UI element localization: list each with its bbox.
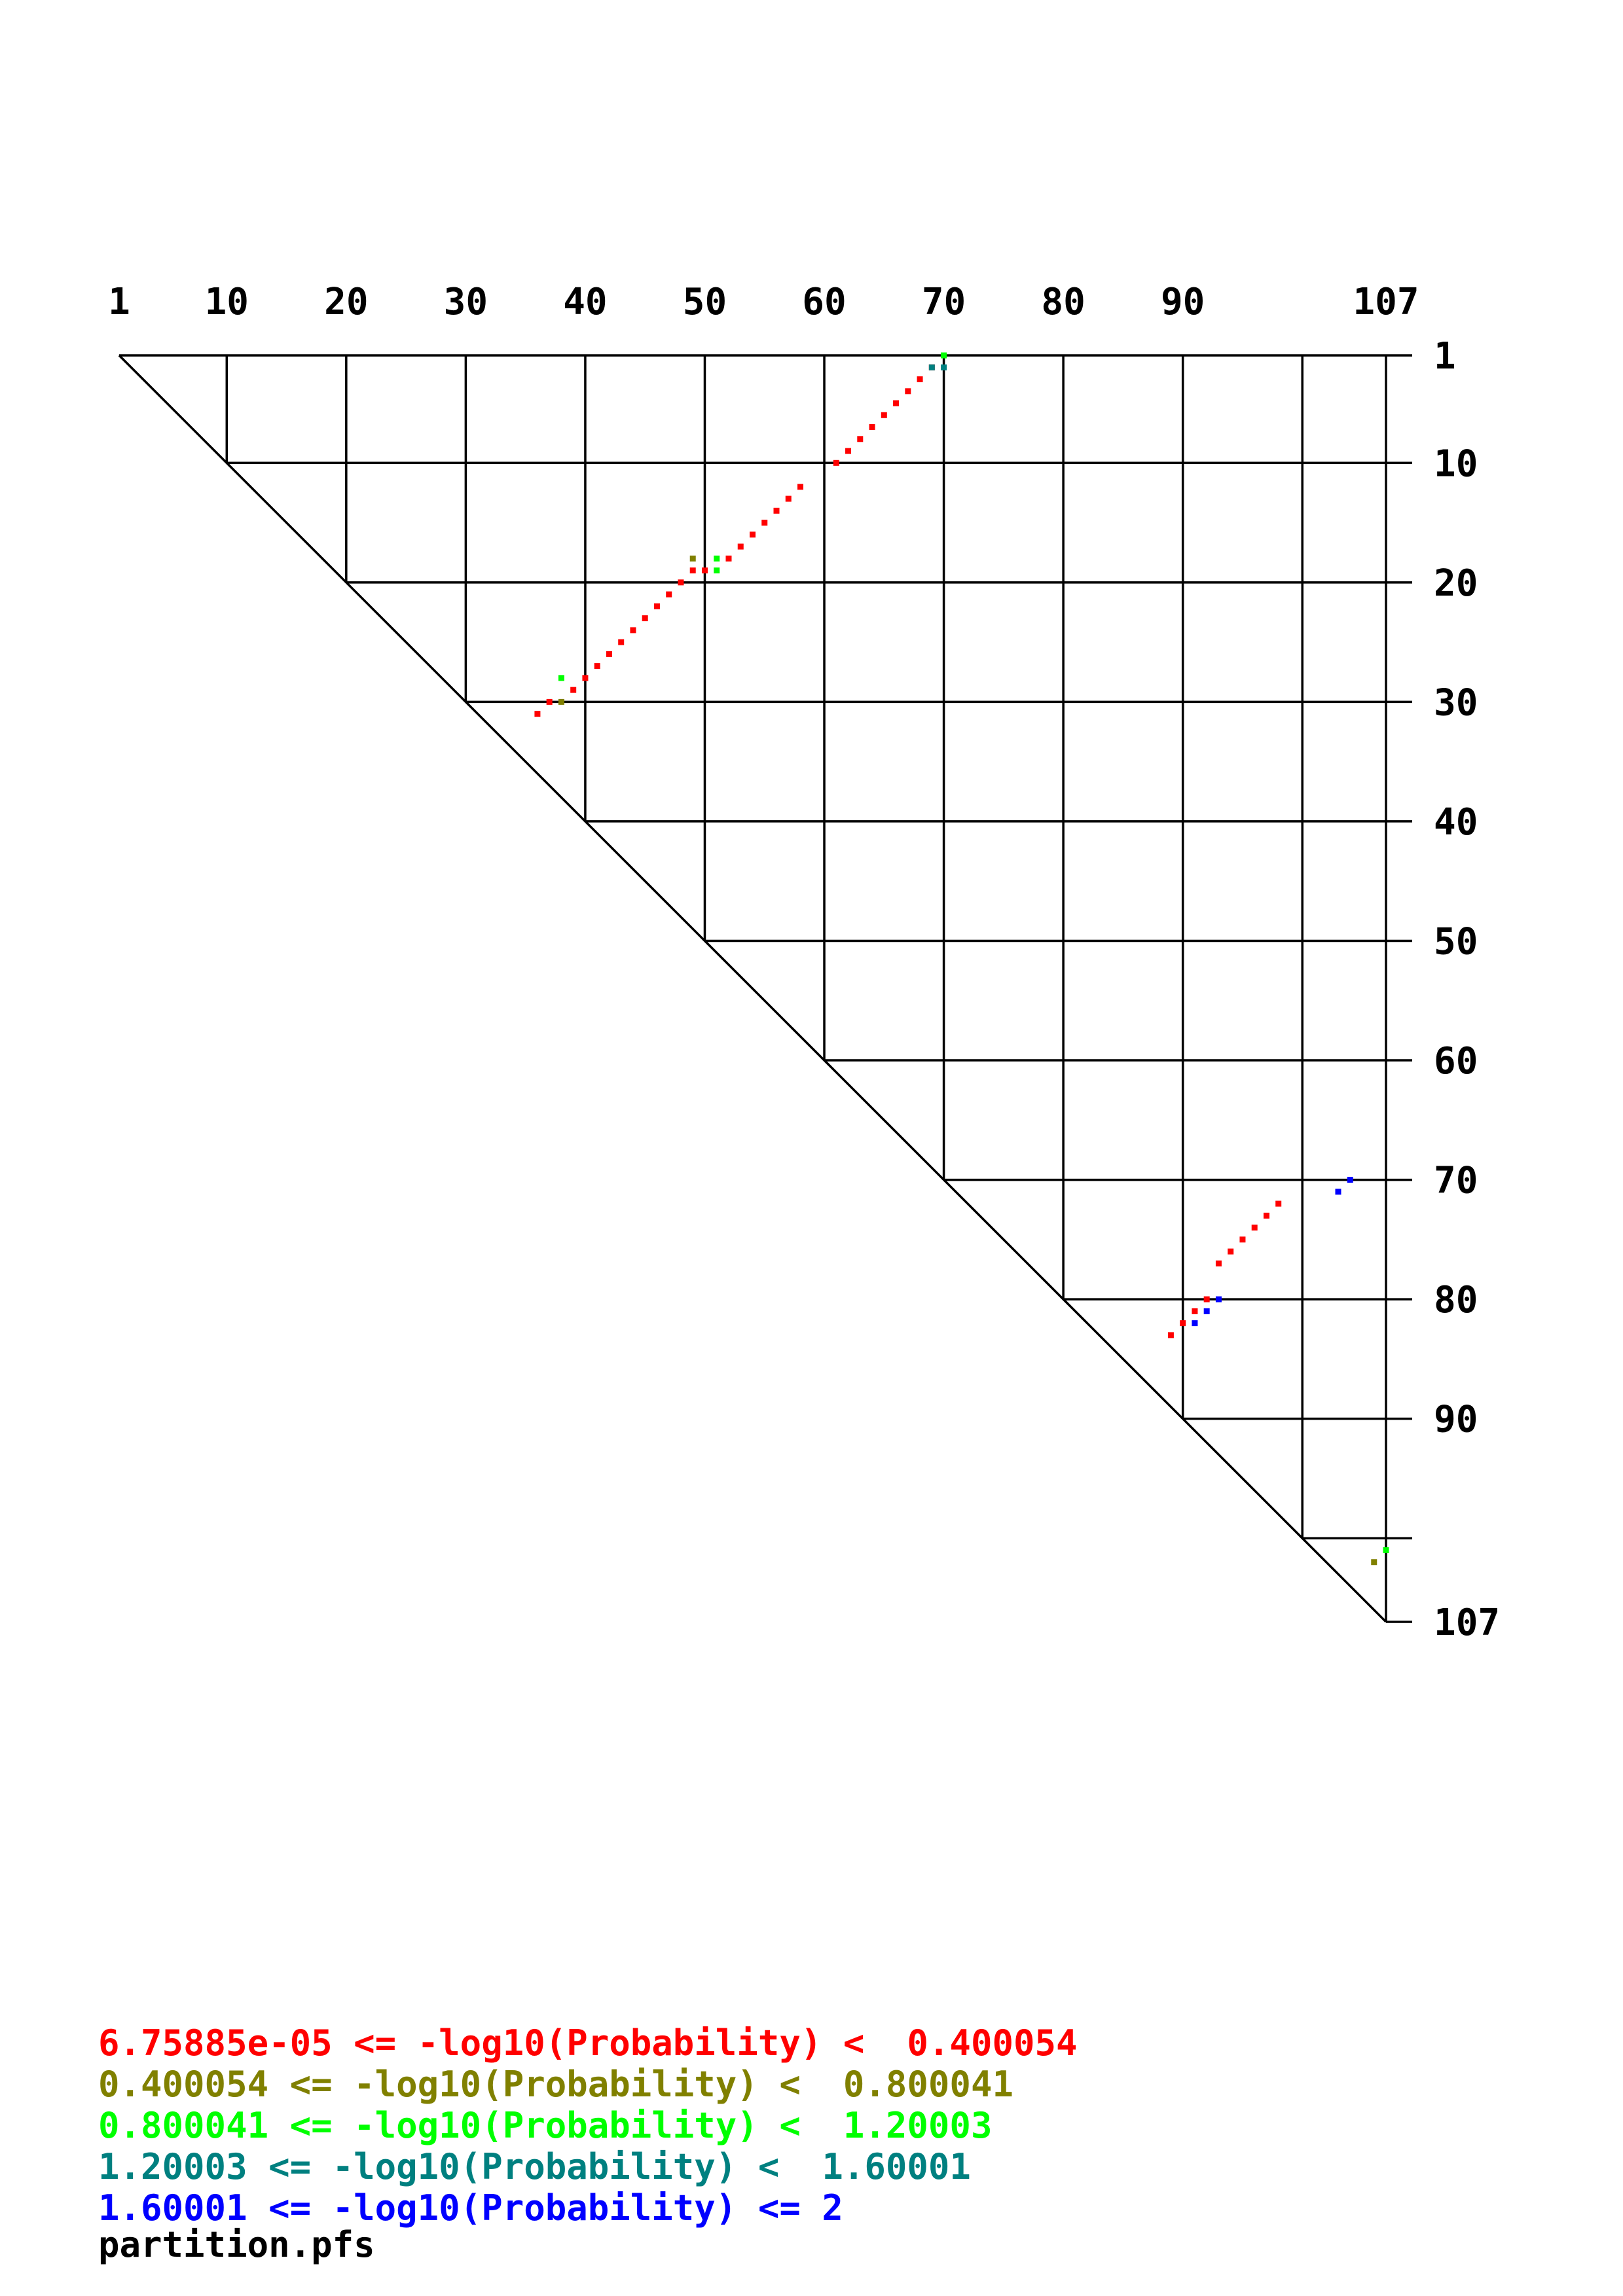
pair-dot xyxy=(737,543,744,550)
top-tick-label: 1 xyxy=(108,281,130,323)
pair-dot xyxy=(941,352,947,359)
pair-dot xyxy=(905,388,911,395)
pair-dot xyxy=(606,651,612,657)
file-name: partition.pfs xyxy=(98,2224,375,2265)
pair-dot xyxy=(642,615,648,622)
top-tick-label: 30 xyxy=(444,281,488,323)
legend-entry: 0.400054 <= -log10(Probability) < 0.8000… xyxy=(98,2064,1013,2105)
pair-dot xyxy=(594,663,600,670)
top-tick-label: 70 xyxy=(922,281,966,323)
pair-dot xyxy=(893,400,900,406)
pair-dot xyxy=(785,495,792,502)
tick-labels: 1 10 20 30 40 50 60 70 80 90 107 1 10 20 30 40 50 60 70 80 9… xyxy=(108,281,1500,1644)
pair-dot xyxy=(1203,1308,1210,1314)
top-tick-label: 107 xyxy=(1353,281,1419,323)
right-tick-label: 90 xyxy=(1434,1399,1478,1441)
pair-dot xyxy=(1371,1559,1377,1566)
pair-dot xyxy=(558,698,564,705)
right-tick-label: 1 xyxy=(1434,335,1456,378)
top-tick-label: 90 xyxy=(1161,281,1205,323)
pair-dot xyxy=(653,603,660,609)
pair-dot xyxy=(1180,1320,1186,1327)
pair-dot xyxy=(869,424,875,431)
right-tick-label: 80 xyxy=(1434,1279,1478,1321)
pair-dot xyxy=(881,412,887,418)
top-tick-label: 10 xyxy=(205,281,249,323)
diagonal-line xyxy=(118,354,1387,1623)
pair-dot xyxy=(928,364,935,370)
right-tick-label: 10 xyxy=(1434,442,1478,485)
pair-dot xyxy=(582,675,589,681)
top-tick-label: 80 xyxy=(1041,281,1085,323)
pair-dot xyxy=(570,687,577,693)
pair-dot xyxy=(534,711,541,717)
pair-dot xyxy=(750,531,756,538)
pair-dot xyxy=(941,364,947,370)
pair-dot xyxy=(1192,1320,1198,1327)
pair-dot xyxy=(1347,1177,1353,1183)
pair-dot xyxy=(1335,1189,1341,1195)
pair-dot xyxy=(833,459,839,466)
pair-dot xyxy=(1167,1332,1174,1338)
pair-dot xyxy=(917,376,923,383)
right-tick-label: 20 xyxy=(1434,562,1478,605)
pair-dot xyxy=(857,436,864,442)
right-tick-label: 40 xyxy=(1434,801,1478,844)
pair-dot xyxy=(845,448,852,454)
pair-dot xyxy=(725,555,732,562)
pair-dot xyxy=(1215,1296,1222,1302)
top-tick-label: 50 xyxy=(683,281,727,323)
top-tick-label: 20 xyxy=(324,281,368,323)
pair-dot xyxy=(618,639,625,645)
pair-dot xyxy=(630,627,636,634)
pair-probability-dots xyxy=(534,352,1389,1566)
legend-entry: 1.20003 <= -log10(Probability) < 1.60001 xyxy=(98,2146,971,2187)
right-tick-label: 30 xyxy=(1434,681,1478,724)
pair-dot xyxy=(1203,1296,1210,1302)
legend: 6.75885e-05 <= -log10(Probability) < 0.4… xyxy=(98,2022,1078,2229)
pair-dot xyxy=(1192,1308,1198,1314)
pair-dot xyxy=(1228,1248,1234,1255)
pair-dot xyxy=(797,484,804,490)
legend-entry: 6.75885e-05 <= -log10(Probability) < 0.4… xyxy=(98,2022,1078,2064)
pair-dot xyxy=(1215,1260,1222,1266)
legend-entry: 0.800041 <= -log10(Probability) < 1.2000… xyxy=(98,2105,993,2146)
pair-dot xyxy=(1263,1212,1269,1219)
pair-dot xyxy=(714,567,720,574)
pair-dot xyxy=(546,698,553,705)
pair-dot xyxy=(558,675,564,681)
pair-dot xyxy=(689,555,696,562)
pair-dot xyxy=(761,520,768,526)
pair-dot xyxy=(773,507,780,514)
right-tick-label: 70 xyxy=(1434,1160,1478,1202)
right-tick-label: 60 xyxy=(1434,1040,1478,1083)
top-tick-label: 40 xyxy=(563,281,607,323)
pair-dot xyxy=(689,567,696,574)
pair-dot xyxy=(666,591,672,598)
pair-dot xyxy=(1239,1236,1246,1243)
pair-dot xyxy=(1251,1225,1258,1231)
pair-dot xyxy=(1275,1200,1282,1207)
top-tick-label: 60 xyxy=(802,281,846,323)
grid-lines xyxy=(118,354,1412,1623)
pair-dot xyxy=(714,555,720,562)
right-tick-label: 107 xyxy=(1434,1602,1500,1644)
pair-dot xyxy=(701,567,708,574)
pair-dot xyxy=(678,579,684,586)
right-tick-label: 50 xyxy=(1434,920,1478,963)
pair-dot xyxy=(1383,1547,1389,1553)
legend-entry: 1.60001 <= -log10(Probability) <= 2 xyxy=(98,2187,843,2229)
